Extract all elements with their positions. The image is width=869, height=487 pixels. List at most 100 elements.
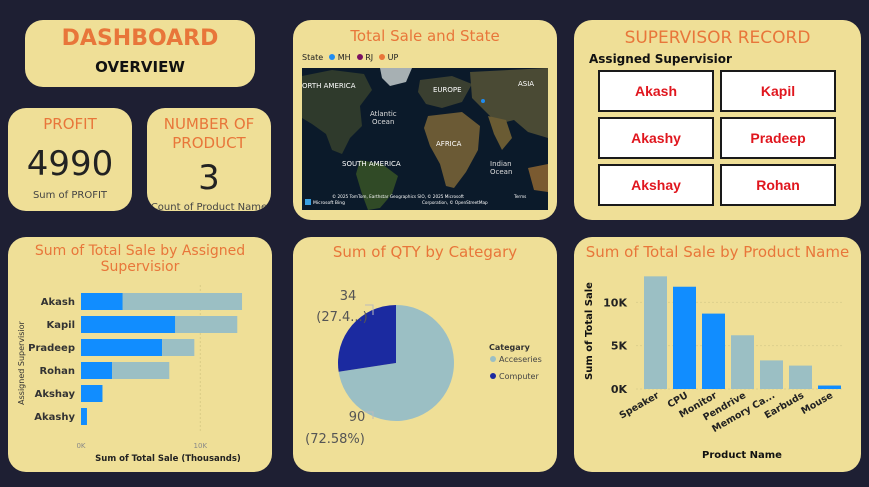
bar-segment bbox=[122, 293, 243, 310]
x-axis-label: Sum of Total Sale (Thousands) bbox=[95, 454, 241, 464]
pie-slice-acceseries bbox=[338, 305, 454, 421]
supervisor-subtitle: Assigned Supervisior bbox=[589, 52, 732, 66]
supervisor-title: SUPERVISOR RECORD bbox=[624, 28, 811, 48]
pie-label-pct: (27.4...) bbox=[316, 310, 368, 325]
supervisor-cell[interactable]: Akash bbox=[598, 70, 714, 112]
map-label-south-america: SOUTH AMERICA bbox=[342, 160, 401, 168]
chart2-title: Sum of QTY by Categary bbox=[332, 243, 518, 261]
supervisor-cell[interactable]: Pradeep bbox=[720, 117, 836, 159]
map-label-africa: AFRICA bbox=[436, 140, 462, 148]
bar-segment bbox=[81, 385, 103, 402]
product-count-title-1: NUMBER OF bbox=[163, 115, 255, 133]
y-tick-label: 0K bbox=[611, 383, 628, 396]
bar-segment bbox=[112, 362, 170, 379]
leader-line bbox=[365, 411, 374, 419]
europe-landmass bbox=[418, 76, 472, 108]
x-tick-label: Mouse bbox=[799, 390, 835, 417]
map-label-atlantic-1: Atlantic bbox=[370, 110, 397, 118]
chart1-title-line1: Sum of Total Sale by Assigned bbox=[34, 243, 246, 259]
y-tick-label: Akshay bbox=[35, 389, 76, 400]
supervisor-cell[interactable]: Akshay bbox=[598, 164, 714, 206]
bar-segment bbox=[81, 362, 113, 379]
australia-landmass bbox=[528, 164, 548, 192]
legend-marker-icon bbox=[490, 373, 496, 379]
supervisor-cell[interactable]: Rohan bbox=[720, 164, 836, 206]
up-dot-icon bbox=[379, 54, 386, 60]
x-tick-label: 10K bbox=[194, 442, 208, 450]
y-tick-label: Pradeep bbox=[28, 343, 75, 354]
map-legend-up[interactable]: UP bbox=[379, 53, 398, 62]
product-count-title-2: PRODUCT bbox=[172, 134, 246, 152]
map-attribution-1: © 2025 TomTom, Earthstar Geographics SIO… bbox=[332, 194, 464, 199]
y-axis-label: Sum of Total Sale bbox=[584, 282, 595, 380]
y-tick-label: Rohan bbox=[39, 366, 75, 377]
bing-logo-icon bbox=[305, 199, 311, 205]
chart3-title: Sum of Total Sale by Product Name bbox=[585, 243, 850, 261]
x-tick-label: 0K bbox=[76, 442, 85, 450]
bar-segment bbox=[81, 339, 163, 356]
map-label-atlantic-2: Ocean bbox=[372, 118, 394, 126]
bar bbox=[818, 385, 841, 389]
map-terms-link: Terms bbox=[513, 194, 526, 199]
sale-by-product-card: Sum of Total Sale by Product Name 0K 5K 10… bbox=[574, 237, 861, 472]
map-label-indian-1: Indian bbox=[490, 160, 512, 168]
south-america-landmass bbox=[356, 160, 398, 210]
bar bbox=[731, 335, 754, 389]
dashboard-title: DASHBOARD bbox=[61, 26, 219, 51]
pie-legend-title: Categary bbox=[489, 343, 531, 352]
supervisor-cell[interactable]: Kapil bbox=[720, 70, 836, 112]
bar-segment bbox=[81, 316, 176, 333]
bar bbox=[673, 286, 696, 389]
qty-by-category-card: Sum of QTY by Categary 34 (27.4...) 90 (72.… bbox=[293, 237, 557, 472]
x-axis-label: Product Name bbox=[702, 450, 782, 461]
bar bbox=[702, 313, 725, 389]
mh-dot-icon bbox=[329, 54, 336, 60]
qty-by-category-chart[interactable]: 34 (27.4...) 90 (72.58%) Categary Acceseries C… bbox=[293, 237, 557, 472]
bar-segment bbox=[162, 339, 195, 356]
map-legend-title: State bbox=[302, 53, 324, 62]
dashboard-subtitle: OVERVIEW bbox=[95, 58, 185, 76]
leader-line bbox=[365, 304, 374, 315]
bar-segment bbox=[81, 408, 87, 425]
asia-landmass bbox=[470, 68, 548, 138]
profit-label: Sum of PROFIT bbox=[32, 190, 108, 201]
map-label-north-america: ORTH AMERICA bbox=[302, 82, 356, 90]
map-legend-rj[interactable]: RJ bbox=[356, 53, 373, 62]
y-tick-label: 5K bbox=[611, 340, 628, 353]
map-label-asia: ASIA bbox=[518, 80, 534, 88]
profit-card: PROFIT 4990 Sum of PROFIT bbox=[8, 108, 132, 211]
y-tick-label: Akash bbox=[41, 297, 75, 308]
greenland-landmass bbox=[380, 68, 412, 86]
dashboard-title-card: DASHBOARD OVERVIEW bbox=[25, 20, 255, 87]
map-card: Total Sale and State State MH RJ UP ORTH… bbox=[293, 20, 557, 220]
map-attribution-2: Corporation, © OpenStreetMap bbox=[422, 200, 488, 205]
supervisor-card: SUPERVISOR RECORD Assigned Supervisior A… bbox=[574, 20, 861, 220]
map-marker-mh bbox=[481, 99, 485, 103]
pie-slice-computer bbox=[338, 305, 396, 372]
pie-label-value: 34 bbox=[340, 289, 357, 304]
y-tick-label: Kapil bbox=[46, 320, 75, 331]
y-tick-label: 10K bbox=[603, 296, 627, 309]
pie-label-pct: (72.58%) bbox=[305, 432, 365, 447]
pie-label-value: 90 bbox=[349, 410, 366, 425]
rj-dot-icon bbox=[356, 54, 363, 60]
profit-title: PROFIT bbox=[43, 115, 97, 133]
map-legend-mh[interactable]: MH bbox=[329, 53, 351, 62]
product-count-value: 3 bbox=[198, 158, 220, 198]
map-legend: State MH RJ UP bbox=[302, 53, 398, 62]
map-label-indian-2: Ocean bbox=[490, 168, 512, 176]
north-america-landmass bbox=[302, 70, 372, 154]
supervisor-cell[interactable]: Akashy bbox=[598, 117, 714, 159]
pie-legend-item: Computer bbox=[499, 372, 539, 381]
india-landmass bbox=[488, 116, 512, 150]
bar bbox=[644, 276, 667, 389]
bar-segment bbox=[81, 293, 123, 310]
bar bbox=[789, 365, 812, 389]
world-map[interactable]: ORTH AMERICA EUROPE ASIA Atlantic Ocean … bbox=[302, 68, 548, 210]
map-label-europe: EUROPE bbox=[433, 86, 462, 94]
y-axis-label: Assigned Supervisior bbox=[17, 320, 26, 404]
product-count-card: NUMBER OF PRODUCT 3 Count of Product Nam… bbox=[147, 108, 271, 211]
product-count-label: Count of Product Name bbox=[150, 202, 268, 211]
